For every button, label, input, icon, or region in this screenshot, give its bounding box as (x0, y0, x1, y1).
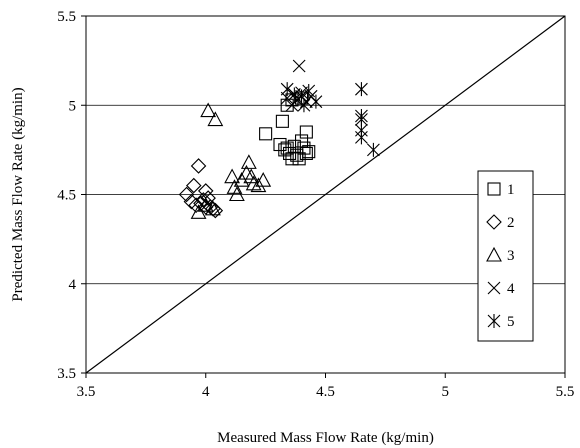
identity-reference-line (85, 15, 566, 374)
point-series-2-12 (195, 192, 212, 208)
point-series-1-1 (275, 114, 289, 128)
y-tick-label-0: 3.5 (57, 366, 76, 382)
point-series-1-0 (259, 127, 273, 141)
point-series-4-0 (292, 59, 306, 73)
point-series-5-11 (367, 142, 380, 157)
point-series-2-0 (178, 186, 195, 203)
legend-marker-5 (487, 314, 501, 328)
point-series-3-13 (250, 177, 267, 193)
point-series-3-3 (197, 197, 214, 212)
legend-label-2: 2 (507, 215, 515, 231)
legend-marker-2 (486, 214, 502, 230)
point-series-5-3 (302, 83, 316, 98)
y-axis-ticks: 3.5 4 4.5 5 5.5 (57, 9, 86, 382)
legend-label-3: 3 (507, 248, 515, 264)
point-series-1-8 (283, 146, 297, 160)
y-axis-title: Predicted Mass Flow Rate (kg/min) (10, 87, 26, 301)
x-axis-title: Measured Mass Flow Rate (kg/min) (217, 430, 434, 446)
series-1 (259, 91, 316, 166)
y-tick-label-4: 5.5 (57, 9, 76, 25)
x-tick-label-1: 4 (202, 384, 210, 400)
point-series-3-11 (243, 168, 260, 184)
legend-item-4: 4 (487, 281, 515, 297)
x-tick-label-2: 4.5 (316, 384, 335, 400)
point-series-2-2 (190, 158, 207, 174)
series-5 (280, 82, 380, 157)
point-series-1-17 (302, 145, 316, 159)
point-series-3-7 (228, 186, 245, 202)
point-series-2-4 (188, 197, 204, 213)
point-series-1-2 (280, 98, 294, 112)
point-series-1-16 (280, 141, 294, 155)
point-series-3-4 (205, 200, 221, 216)
point-series-2-3 (183, 193, 200, 210)
point-series-5-5 (297, 98, 311, 113)
point-series-3-1 (207, 111, 224, 127)
point-series-3-6 (226, 179, 243, 194)
legend-marker-1 (487, 182, 501, 196)
legend-item-5: 5 (487, 314, 515, 330)
series-4 (280, 59, 318, 112)
legend-label-5: 5 (507, 314, 515, 330)
point-series-1-11 (292, 152, 306, 166)
legend-box (477, 170, 534, 342)
point-series-5-2 (295, 89, 308, 104)
point-series-3-0 (200, 102, 217, 118)
point-series-5-0 (280, 82, 294, 97)
point-series-3-8 (233, 172, 250, 187)
point-series-3-5 (224, 168, 241, 184)
x-tick-label-3: 5 (442, 384, 450, 400)
point-series-3-10 (240, 154, 257, 169)
point-series-1-13 (297, 141, 311, 155)
point-series-3-12 (245, 175, 262, 191)
point-series-5-4 (309, 94, 323, 109)
legend-label-1: 1 (507, 182, 515, 198)
point-series-3-14 (255, 172, 272, 187)
x-axis-ticks: 3.5 4 4.5 5 5.5 (77, 373, 575, 400)
series-3 (190, 102, 272, 219)
legend-item-2: 2 (486, 214, 515, 231)
legend-label-4: 4 (507, 281, 515, 297)
point-series-5-6 (355, 82, 368, 97)
y-tick-label-2: 4.5 (57, 188, 76, 204)
point-series-1-5 (299, 125, 313, 139)
point-series-1-14 (299, 146, 313, 160)
point-series-3-2 (190, 204, 207, 219)
x-tick-label-4: 5.5 (556, 384, 575, 400)
point-series-2-1 (185, 177, 202, 194)
legend-marker-3 (486, 246, 502, 262)
y-tick-label-1: 4 (69, 277, 77, 293)
legend-item-1: 1 (487, 182, 515, 198)
legend: 1 2 3 4 5 (477, 170, 534, 342)
legend-item-3: 3 (486, 246, 515, 264)
legend-marker-4 (487, 281, 501, 295)
point-series-1-6 (273, 137, 287, 152)
data-points (178, 59, 380, 219)
x-tick-label-0: 3.5 (77, 384, 96, 400)
y-tick-label-3: 5 (69, 98, 77, 114)
point-series-2-7 (200, 190, 216, 206)
point-series-5-1 (287, 87, 301, 102)
point-series-1-15 (285, 152, 299, 166)
point-series-5-10 (355, 130, 368, 145)
